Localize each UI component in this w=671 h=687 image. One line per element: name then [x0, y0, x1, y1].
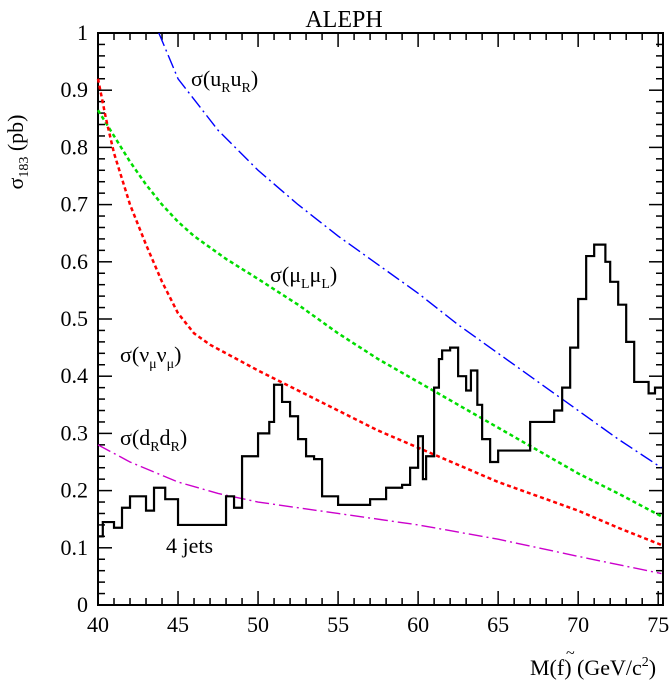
axis-ticks: 40 45 50 55 60 65 70 75 0 0.1 0.2 0.3 0.4 0.5 0.6 0.7 0.…	[61, 20, 670, 637]
x-tick-label: 45	[167, 612, 189, 637]
y-tick-label: 0.5	[61, 306, 89, 331]
x-axis-label-close: )	[649, 655, 656, 680]
y-axis-label-sub: 183	[17, 157, 32, 178]
label-u-right: σ(uRuR)	[191, 66, 258, 96]
label-mu-left: σ(μLμL)	[270, 262, 337, 292]
x-axis-label-rest: ) (GeV/c	[564, 655, 642, 680]
y-tick-label: 0.8	[61, 134, 89, 159]
chart-title: ALEPH	[305, 7, 382, 33]
x-tick-label: 60	[407, 612, 429, 637]
series-line-5	[98, 243, 663, 538]
x-axis-label-sup: 2	[642, 655, 649, 670]
y-axis-label: σ183 (pb)	[3, 114, 32, 189]
x-axis-label-tilde: ~	[566, 645, 575, 662]
y-axis-label-unit: (pb)	[3, 114, 28, 156]
x-tick-label: 50	[247, 612, 269, 637]
x-axis-label-main: M(f	[530, 655, 565, 680]
y-tick-label: 0	[77, 592, 88, 617]
label-d-right: σ(dRdR)	[120, 425, 187, 455]
series-line-1	[158, 32, 662, 469]
y-tick-label: 0.4	[61, 363, 89, 388]
y-tick-label: 1	[77, 20, 88, 45]
svg-text:σ(μLμL): σ(μLμL)	[270, 262, 337, 292]
x-tick-label: 70	[567, 612, 589, 637]
x-tick-label: 55	[327, 612, 349, 637]
label-4-jets: 4 jets	[166, 533, 213, 558]
svg-text:σ(νμνμ): σ(νμνμ)	[120, 342, 181, 372]
y-axis-label-main: σ	[3, 178, 28, 190]
x-tick-label: 75	[647, 612, 669, 637]
label-nu-mu: σ(νμνμ)	[120, 342, 181, 372]
y-tick-label: 0.2	[61, 478, 89, 503]
y-tick-label: 0.1	[61, 535, 89, 560]
series-line-3	[96, 78, 662, 547]
x-tick-label: 40	[87, 612, 109, 637]
svg-text:σ(dRdR): σ(dRdR)	[120, 425, 187, 455]
y-tick-label: 0.6	[61, 249, 89, 274]
series-line-2	[96, 109, 662, 518]
y-tick-label: 0.7	[61, 192, 89, 217]
svg-text:σ(uRuR): σ(uRuR)	[191, 66, 258, 96]
x-tick-label: 65	[487, 612, 509, 637]
series-line-4	[97, 444, 662, 575]
y-tick-label: 0.9	[61, 77, 89, 102]
series-layer	[96, 32, 663, 575]
x-axis-label: M(f) (GeV/c2)	[530, 655, 656, 680]
y-tick-label: 0.3	[61, 420, 89, 445]
